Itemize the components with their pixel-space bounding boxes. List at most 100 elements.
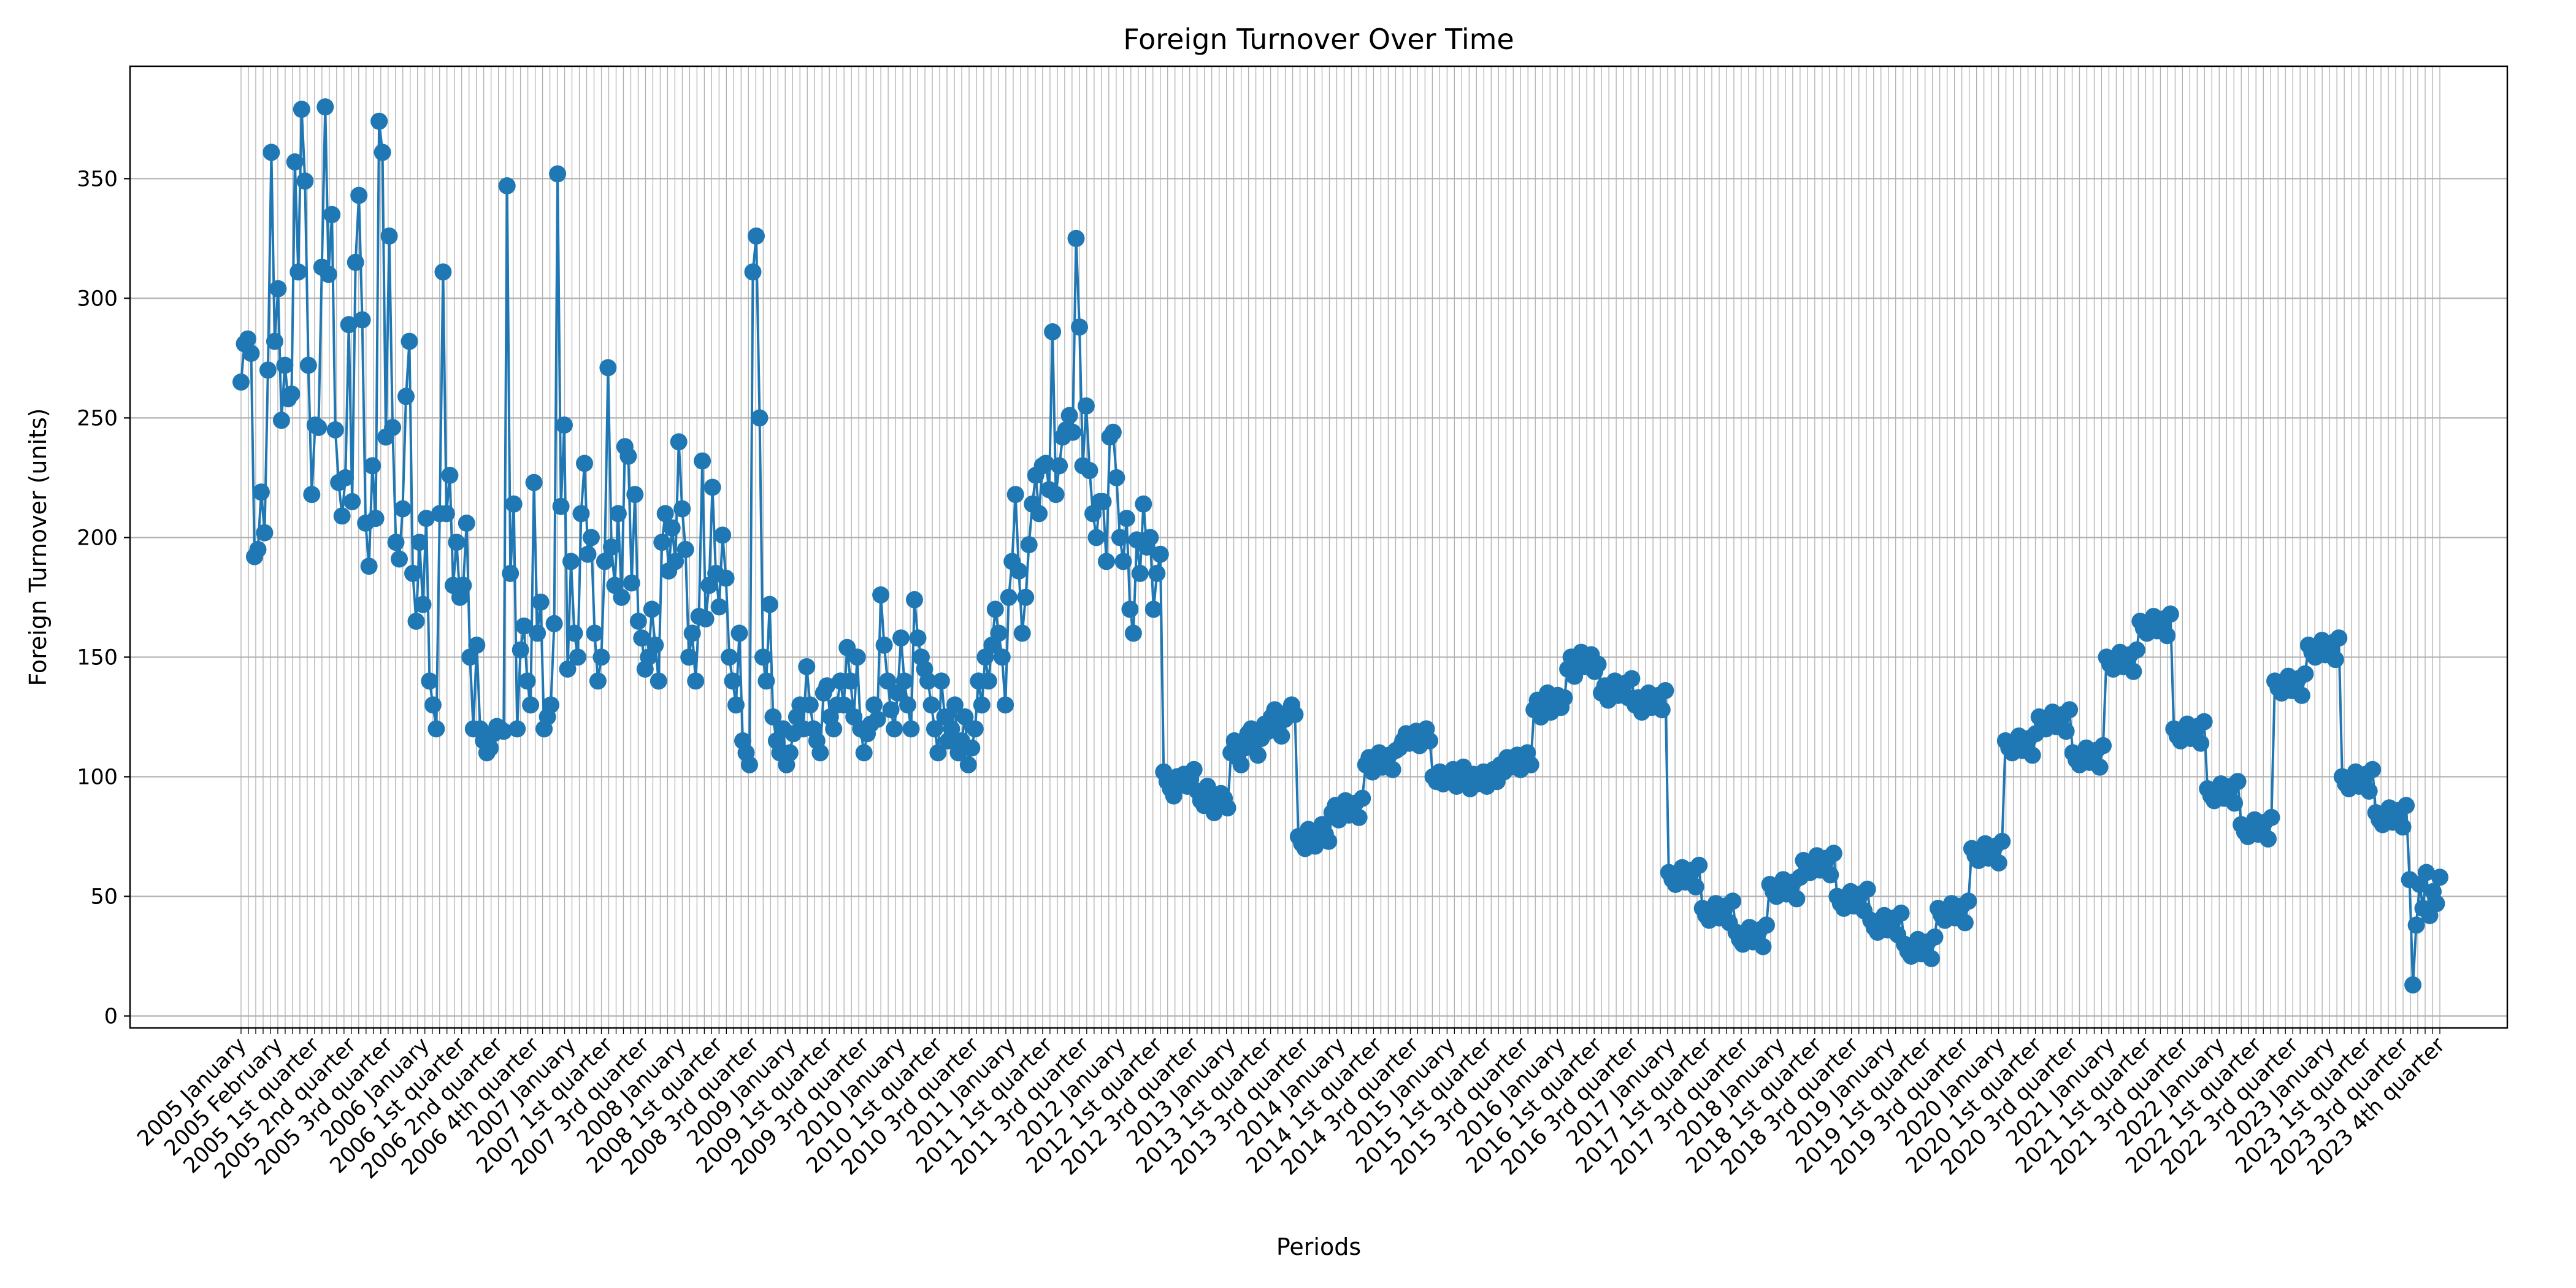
data-point xyxy=(2226,794,2244,812)
data-point xyxy=(1825,845,1842,862)
data-point xyxy=(721,648,738,666)
data-point xyxy=(239,330,256,348)
data-point xyxy=(906,591,923,608)
data-point xyxy=(2095,737,2112,754)
data-point xyxy=(1067,229,1085,247)
data-point xyxy=(2364,761,2382,778)
data-point xyxy=(1117,510,1135,527)
data-point xyxy=(841,672,859,690)
data-point xyxy=(1047,486,1065,504)
y-axis-label: Foreign Turnover (units) xyxy=(25,408,52,686)
data-point xyxy=(643,600,661,618)
data-point xyxy=(427,720,445,738)
data-point xyxy=(522,696,540,714)
data-point xyxy=(1657,682,1674,699)
data-point xyxy=(394,500,412,518)
data-point xyxy=(1219,799,1236,817)
data-point xyxy=(1094,493,1112,510)
data-point xyxy=(380,227,398,245)
y-tick-label: 300 xyxy=(77,286,118,311)
data-point xyxy=(835,696,853,714)
data-point xyxy=(1960,892,1977,910)
data-point xyxy=(697,610,715,627)
data-point xyxy=(384,419,402,436)
data-point xyxy=(269,280,287,297)
data-point xyxy=(825,720,843,738)
data-point xyxy=(310,419,328,436)
data-point xyxy=(481,739,499,757)
data-point xyxy=(1006,486,1024,504)
data-point xyxy=(956,708,974,726)
data-point xyxy=(1078,397,1095,415)
data-point xyxy=(1097,553,1115,570)
data-point xyxy=(532,593,550,611)
data-point xyxy=(872,586,890,604)
data-point xyxy=(609,505,627,523)
data-point xyxy=(899,696,916,714)
data-point xyxy=(549,165,567,183)
data-point xyxy=(333,507,351,525)
data-point xyxy=(2192,734,2210,752)
data-point xyxy=(448,534,466,551)
data-point xyxy=(283,385,301,403)
y-axis-ticks: 0 50 100 150 200 250 300 350 xyxy=(77,167,130,1029)
data-point xyxy=(404,564,421,582)
data-point xyxy=(1044,323,1062,340)
data-point xyxy=(252,483,270,501)
data-point xyxy=(909,629,927,647)
data-point xyxy=(687,672,705,690)
data-point xyxy=(1350,808,1368,826)
data-point xyxy=(2161,605,2179,623)
plot-frame xyxy=(129,65,2509,1029)
data-point xyxy=(932,672,950,690)
data-point xyxy=(1354,789,1371,807)
data-point xyxy=(1754,938,1772,956)
data-point xyxy=(2398,797,2415,815)
data-point xyxy=(886,720,903,738)
data-point xyxy=(1858,880,1876,898)
data-point xyxy=(343,493,361,510)
data-point xyxy=(586,624,604,642)
data-point xyxy=(710,598,728,616)
data-point xyxy=(633,629,651,647)
data-point xyxy=(562,553,580,570)
data-point xyxy=(1131,564,1149,582)
data-point xyxy=(289,263,307,281)
data-point xyxy=(1926,928,1944,946)
data-point xyxy=(2061,701,2079,719)
data-point xyxy=(1758,916,1775,934)
plot-area xyxy=(130,66,2507,1028)
data-point xyxy=(556,416,573,434)
data-point xyxy=(259,361,277,379)
data-point xyxy=(1589,656,1607,673)
data-point xyxy=(1690,856,1708,874)
data-point xyxy=(498,177,516,194)
data-point xyxy=(2263,808,2280,826)
grid-lines xyxy=(130,66,2507,1028)
data-point xyxy=(761,596,778,613)
data-point xyxy=(441,467,459,484)
data-point xyxy=(764,708,782,726)
data-point xyxy=(272,412,290,429)
data-point xyxy=(418,510,435,527)
data-point xyxy=(508,720,526,738)
data-point xyxy=(1990,854,2007,872)
data-point xyxy=(495,723,513,740)
data-point xyxy=(424,696,442,714)
data-point xyxy=(2431,868,2448,886)
data-point xyxy=(1956,914,1974,932)
data-point xyxy=(1421,732,1438,749)
data-point xyxy=(596,553,613,570)
data-point xyxy=(1306,837,1324,855)
data-point xyxy=(374,144,391,161)
y-tick-label: 200 xyxy=(77,526,118,550)
data-point xyxy=(629,612,647,630)
data-point xyxy=(1071,318,1088,336)
data-point xyxy=(2195,713,2213,730)
data-point xyxy=(303,486,321,504)
data-point xyxy=(670,433,688,451)
data-point xyxy=(266,332,283,350)
data-point xyxy=(2404,976,2422,994)
data-point xyxy=(2229,773,2247,791)
data-point xyxy=(326,421,344,439)
